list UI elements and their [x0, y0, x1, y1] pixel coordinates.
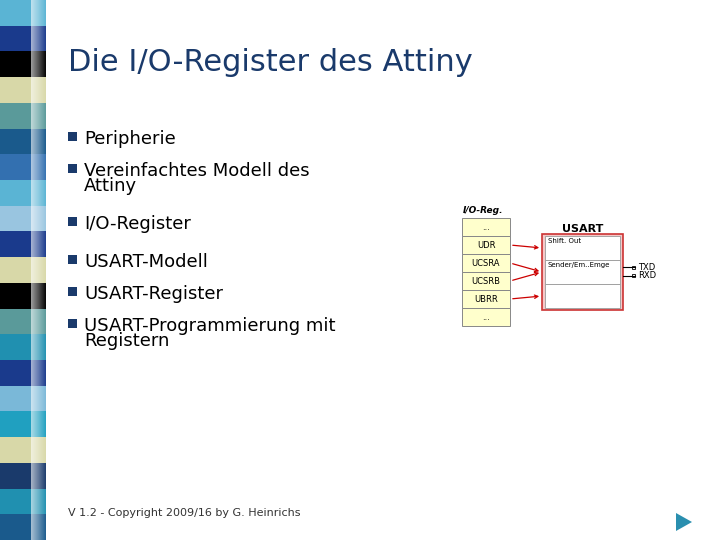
Bar — [462, 254, 510, 272]
Bar — [0, 257, 46, 283]
Bar — [68, 255, 77, 264]
Bar — [632, 274, 635, 277]
Bar — [0, 51, 46, 77]
Text: UBRR: UBRR — [474, 294, 498, 303]
Bar — [0, 129, 46, 154]
Text: TXD: TXD — [638, 262, 655, 272]
Bar — [0, 180, 46, 206]
Bar — [462, 272, 510, 290]
Bar — [31, 0, 32, 540]
Bar — [0, 154, 46, 180]
Bar — [545, 236, 620, 260]
Bar — [36, 0, 37, 540]
Bar — [632, 266, 635, 269]
Bar — [34, 0, 35, 540]
Text: UDR: UDR — [477, 240, 495, 249]
Text: ...: ... — [482, 313, 490, 321]
Bar — [462, 218, 510, 236]
Bar — [33, 0, 34, 540]
Bar — [38, 0, 39, 540]
Text: Die I/O-Register des Attiny: Die I/O-Register des Attiny — [68, 48, 473, 77]
Bar — [0, 411, 46, 437]
Bar — [0, 360, 46, 386]
Text: V 1.2 - Copyright 2009/16 by G. Heinrichs: V 1.2 - Copyright 2009/16 by G. Heinrich… — [68, 508, 300, 518]
Bar — [45, 0, 46, 540]
Bar — [42, 0, 43, 540]
Bar — [68, 217, 77, 226]
Bar — [542, 234, 623, 310]
Text: I/O-Reg.: I/O-Reg. — [463, 206, 503, 215]
Text: UCSRB: UCSRB — [472, 276, 500, 286]
Text: Vereinfachtes Modell des: Vereinfachtes Modell des — [84, 162, 310, 180]
Text: USART-Programmierung mit: USART-Programmierung mit — [84, 317, 336, 335]
Bar — [462, 236, 510, 254]
Bar — [545, 284, 620, 308]
Bar — [0, 386, 46, 411]
Text: Peripherie: Peripherie — [84, 130, 176, 148]
Bar — [0, 26, 46, 51]
Text: UCSRA: UCSRA — [472, 259, 500, 267]
Bar — [0, 437, 46, 463]
Text: Attiny: Attiny — [84, 177, 137, 195]
Bar — [462, 290, 510, 308]
Bar — [68, 287, 77, 296]
Bar — [44, 0, 45, 540]
Bar — [68, 132, 77, 141]
Text: ...: ... — [482, 222, 490, 232]
Bar — [0, 77, 46, 103]
Bar — [0, 514, 46, 540]
Text: USART-Modell: USART-Modell — [84, 253, 208, 271]
Bar — [68, 319, 77, 328]
Bar — [32, 0, 33, 540]
Text: Sender/Em..Emge: Sender/Em..Emge — [548, 262, 611, 268]
Bar — [43, 0, 44, 540]
Text: Shift. Out: Shift. Out — [548, 238, 581, 244]
Text: RXD: RXD — [638, 271, 656, 280]
Text: USART: USART — [562, 224, 603, 234]
Bar — [462, 308, 510, 326]
Text: I/O-Register: I/O-Register — [84, 215, 191, 233]
Bar — [0, 334, 46, 360]
Bar — [40, 0, 41, 540]
Bar — [0, 283, 46, 308]
Bar — [35, 0, 36, 540]
Bar — [39, 0, 40, 540]
Bar — [0, 489, 46, 514]
Bar — [0, 0, 46, 26]
Bar — [37, 0, 38, 540]
Bar — [0, 206, 46, 232]
Text: Registern: Registern — [84, 332, 169, 350]
Polygon shape — [676, 513, 692, 531]
Bar — [0, 232, 46, 257]
Bar — [0, 103, 46, 129]
Bar — [0, 463, 46, 489]
Bar — [0, 308, 46, 334]
Bar — [545, 260, 620, 284]
Text: USART-Register: USART-Register — [84, 285, 223, 303]
Bar — [41, 0, 42, 540]
Bar — [68, 164, 77, 173]
